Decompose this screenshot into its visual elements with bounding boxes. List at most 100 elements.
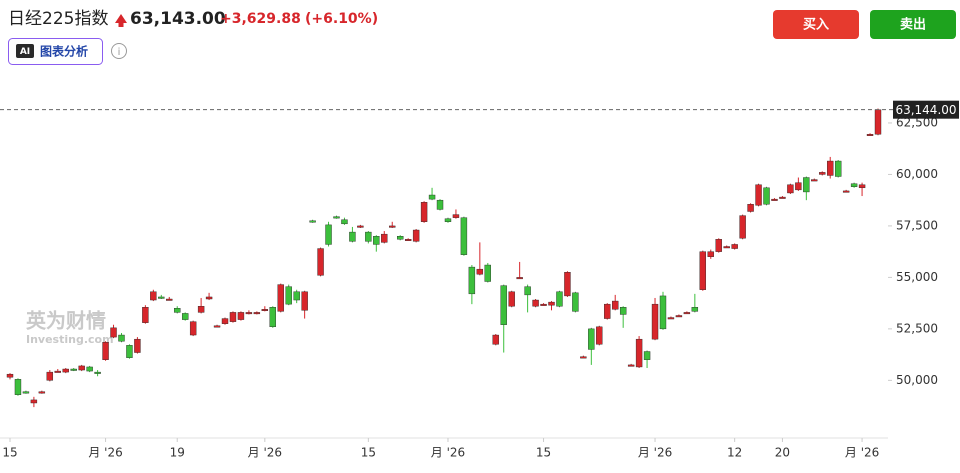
candle-body — [651, 303, 659, 340]
candle-body — [341, 219, 348, 225]
candle-body — [564, 272, 571, 297]
candle-body — [715, 239, 722, 252]
sell-button[interactable] — [870, 10, 956, 39]
candle-body — [643, 351, 651, 360]
candle-body — [261, 309, 269, 312]
y-tick-label: 52,500 — [896, 321, 938, 335]
candle-body — [213, 325, 221, 328]
candle-body — [229, 312, 237, 322]
candle-body — [811, 179, 818, 182]
candle-body — [484, 264, 491, 282]
y-tick-label: 50,000 — [896, 373, 938, 387]
candle-body — [747, 204, 754, 212]
y-tick-label: 57,500 — [896, 218, 938, 232]
ai-badge: AI — [20, 47, 30, 57]
candle-body — [532, 299, 539, 307]
candle-body — [803, 177, 810, 193]
x-tick-label: 15 — [361, 446, 376, 460]
candle-body — [866, 134, 874, 136]
candle-body — [827, 160, 834, 176]
candle-body — [834, 160, 842, 177]
candle-body — [166, 298, 173, 301]
candle-body — [381, 233, 388, 243]
candle-body — [365, 231, 372, 242]
x-tick-label: 20 — [775, 446, 790, 460]
candle-body — [556, 291, 563, 307]
candle-body — [524, 286, 531, 296]
instrument-name: 日经225指数 — [8, 9, 108, 29]
candle-body — [102, 342, 109, 360]
candle-body — [572, 292, 579, 312]
buy-button[interactable] — [773, 10, 859, 39]
candle-body — [142, 307, 149, 323]
candle-body — [205, 296, 213, 300]
candle-body — [277, 284, 284, 312]
up-arrow — [115, 14, 127, 27]
candle-body — [436, 199, 444, 210]
candle-body — [118, 334, 125, 342]
candle-body — [842, 190, 850, 193]
candle-body — [428, 194, 436, 200]
info-icon[interactable] — [111, 43, 127, 59]
candle-body — [635, 338, 643, 368]
candle-body — [269, 307, 276, 328]
watermark-site: Investing.com — [26, 333, 114, 346]
candle-body — [858, 184, 866, 189]
candle-body — [755, 184, 762, 206]
candle-body — [699, 251, 707, 290]
ai-label[interactable]: 图表分析 — [40, 44, 88, 59]
candle-body — [819, 172, 826, 175]
candle-body — [627, 364, 635, 367]
candle-body — [253, 312, 261, 315]
price: 63,143.00 — [130, 9, 226, 29]
candle-body — [508, 291, 515, 307]
watermark-brand: 英为财情 — [26, 309, 106, 333]
candle-body — [588, 328, 595, 350]
x-tick-label: 15 — [536, 446, 551, 460]
candle-body — [317, 248, 324, 276]
candle-body — [293, 291, 300, 301]
x-tick-label: 月 '26 — [88, 446, 122, 460]
candle-body — [197, 306, 205, 313]
candle-body — [580, 356, 587, 359]
candle-body — [158, 296, 165, 299]
candle-body — [476, 268, 484, 275]
candle-body — [30, 399, 38, 404]
price-tag-label: 63,144.00 — [895, 103, 956, 117]
candle-body — [731, 244, 738, 249]
candle-body — [795, 182, 802, 191]
candle-body — [667, 317, 675, 320]
candle-body — [723, 246, 730, 249]
candle-body — [181, 313, 189, 320]
sell-label[interactable]: 卖出 — [900, 17, 926, 33]
candle-body — [309, 220, 316, 223]
candle-body — [763, 187, 770, 205]
candle-body — [357, 225, 364, 228]
candle-body — [683, 312, 691, 315]
candle-body — [86, 366, 93, 372]
candle-body — [38, 391, 46, 394]
candle-body — [373, 236, 380, 245]
x-tick-label: 15 — [2, 446, 17, 460]
candle-body — [150, 291, 157, 301]
x-tick-label: 12 — [727, 446, 742, 460]
candle-body — [189, 321, 197, 336]
candle-body — [460, 217, 468, 255]
candle-body — [221, 318, 229, 324]
candle-body — [707, 251, 714, 257]
candle-body — [771, 198, 778, 201]
candle-body — [659, 295, 667, 330]
candle-body — [420, 202, 428, 222]
candle-body — [619, 307, 627, 315]
candle-body — [349, 231, 356, 242]
x-tick-label: 月 '26 — [638, 446, 672, 460]
candle-body — [444, 218, 452, 222]
candle-body — [14, 379, 22, 395]
candle-body — [604, 303, 611, 319]
candle-body — [54, 370, 61, 373]
change-pct: (+6.10%) — [305, 11, 378, 27]
candle-body — [691, 307, 699, 312]
buy-label[interactable]: 买入 — [803, 18, 829, 33]
candle-body — [70, 368, 77, 371]
